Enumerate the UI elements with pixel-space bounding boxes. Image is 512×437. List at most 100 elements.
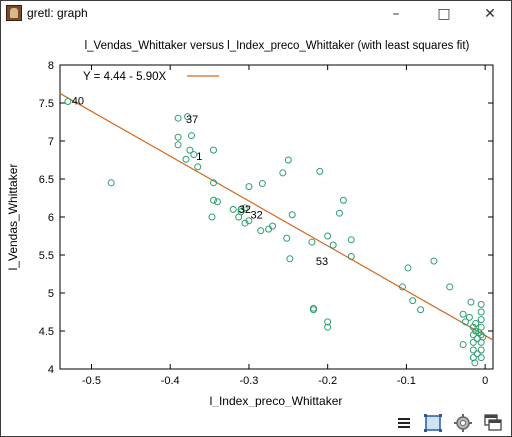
point-label: 53 [316, 256, 328, 268]
point-label: 40 [72, 96, 84, 108]
y-tick-label: 6.5 [39, 174, 54, 186]
data-point [241, 204, 249, 212]
legend-label: Y = 4.44 - 5.90X [83, 71, 167, 83]
data-points [64, 97, 487, 367]
gretl-app-icon [6, 5, 22, 21]
data-point [459, 310, 467, 318]
data-point [194, 163, 202, 171]
data-point [174, 114, 182, 122]
plot-area: l_Vendas_Whittaker versus l_Index_preco_… [1, 27, 511, 408]
x-tick-label: -0.1 [397, 375, 416, 387]
data-point [210, 146, 218, 154]
data-point [335, 209, 343, 217]
data-point [237, 205, 245, 213]
x-axis-label: l_Index_preco_Whittaker [210, 394, 343, 407]
y-axis-label: l_Vendas_Whittaker [6, 164, 20, 271]
data-point [316, 167, 324, 175]
data-point [269, 222, 277, 230]
y-tick-label: 6 [48, 212, 54, 224]
data-point [279, 169, 287, 177]
data-point [477, 323, 485, 331]
y-tick-label: 4.5 [39, 326, 54, 338]
data-point [310, 306, 318, 314]
data-point [237, 208, 245, 216]
data-point [469, 338, 477, 346]
data-point [479, 333, 487, 341]
data-point [347, 253, 355, 261]
data-point [265, 225, 273, 233]
x-tick-label: -0.2 [318, 375, 337, 387]
data-point [308, 238, 316, 246]
menu-icon[interactable] [393, 412, 415, 434]
x-tick-label: -0.3 [239, 375, 258, 387]
x-tick-label: -0.5 [82, 375, 101, 387]
point-label: 37 [186, 114, 198, 126]
data-point [477, 354, 485, 362]
data-point [241, 219, 249, 227]
data-point [174, 141, 182, 149]
minimize-icon[interactable]: – [392, 6, 400, 22]
fit-line [59, 92, 494, 341]
data-point [467, 298, 475, 306]
maximize-icon[interactable]: □ [437, 6, 451, 22]
point-labels: 40 37 1 32 32 53 [72, 96, 328, 268]
graph-toolbar [1, 409, 511, 436]
data-point [208, 213, 216, 221]
data-point [210, 196, 218, 204]
data-point [398, 283, 406, 291]
y-tick-label: 5 [48, 288, 54, 300]
y-tick-label: 7.5 [39, 98, 54, 110]
data-point [182, 155, 190, 163]
y-tick-label: 5.5 [39, 250, 54, 262]
data-point [286, 255, 294, 263]
point-label: 1 [196, 151, 202, 163]
gear-icon[interactable] [452, 412, 474, 434]
y-axis-ticks: 4 4.5 5 5.5 6 6.5 7 7.5 8 [39, 60, 493, 376]
data-point [324, 232, 332, 240]
data-point [284, 156, 292, 164]
data-point [430, 257, 438, 265]
window-title: gretl: graph [27, 6, 88, 20]
data-point [465, 313, 473, 321]
data-point [187, 132, 195, 140]
data-point [477, 316, 485, 324]
data-point [446, 283, 454, 291]
data-point [258, 180, 266, 188]
y-tick-label: 4 [48, 364, 54, 376]
data-point [461, 318, 469, 326]
data-point [477, 308, 485, 316]
title-bar: gretl: graph – □ ✕ [1, 1, 511, 27]
data-point [324, 318, 332, 326]
data-point [184, 113, 192, 121]
data-point [347, 236, 355, 244]
data-point [324, 323, 332, 331]
data-point [409, 297, 417, 305]
x-tick-label: 0 [482, 375, 488, 387]
data-point [477, 300, 485, 308]
close-icon[interactable]: ✕ [484, 6, 496, 22]
chart-title: l_Vendas_Whittaker versus l_Index_preco_… [85, 40, 470, 52]
data-point [459, 341, 467, 349]
data-point [107, 179, 115, 187]
data-point [257, 227, 265, 235]
data-point [404, 264, 412, 272]
data-point [245, 183, 253, 191]
scatter-chart: l_Vendas_Whittaker versus l_Index_preco_… [6, 40, 494, 408]
windows-icon[interactable] [482, 412, 504, 434]
data-point [288, 211, 296, 219]
data-point [213, 198, 221, 206]
data-point [283, 234, 291, 242]
data-point [210, 179, 218, 187]
data-point [417, 306, 425, 314]
data-point [190, 151, 198, 159]
y-tick-label: 8 [48, 60, 54, 72]
data-point [472, 319, 480, 327]
data-point [229, 205, 237, 213]
zoom-icon[interactable] [422, 412, 444, 434]
data-point [473, 350, 481, 358]
data-point [469, 323, 477, 331]
data-point [471, 359, 479, 367]
x-axis-ticks: -0.5 -0.4 -0.3 -0.2 -0.1 0 [82, 65, 488, 387]
x-tick-label: -0.4 [161, 375, 180, 387]
